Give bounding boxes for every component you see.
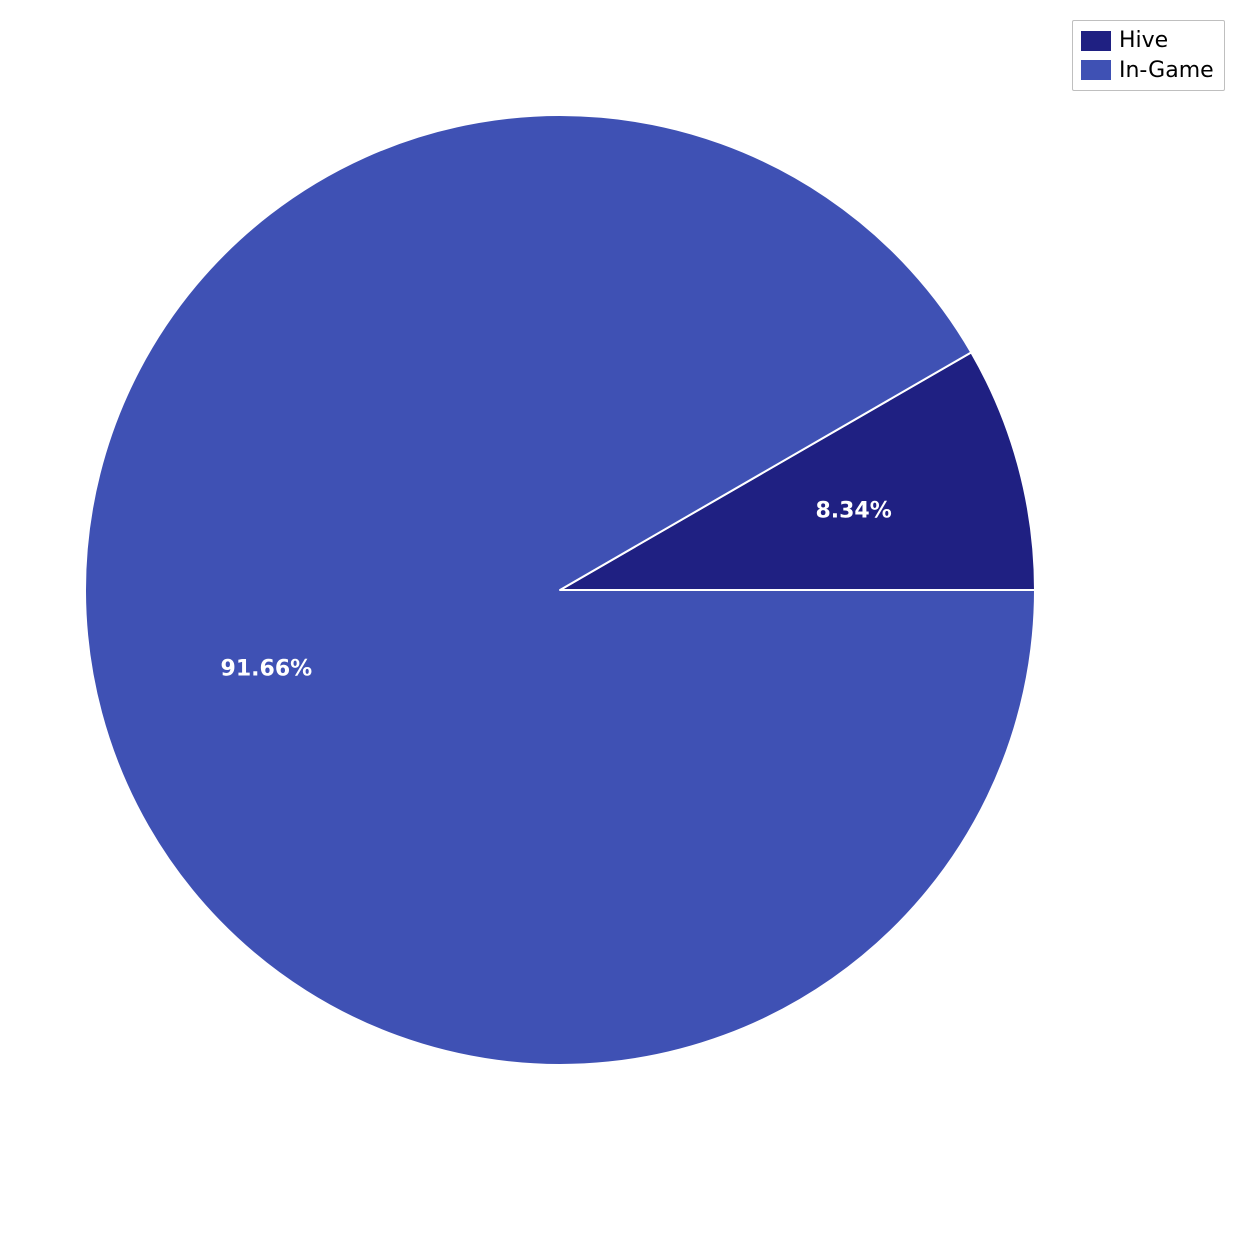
legend-swatch-icon [1081,60,1111,80]
pie-slice-in-game [85,115,1035,1065]
legend-swatch-icon [1081,31,1111,51]
pie-chart-svg [0,0,1242,1242]
pct-label-hive: 8.34% [815,499,891,524]
pct-label-in-game: 91.66% [221,656,313,681]
legend-label: In-Game [1119,57,1214,85]
pie-chart-container: HiveIn-Game 8.34% 91.66% [0,0,1242,1242]
legend-item-hive: Hive [1081,27,1214,55]
legend-label: Hive [1119,27,1168,55]
legend-item-in-game: In-Game [1081,57,1214,85]
legend-box: HiveIn-Game [1072,20,1225,91]
